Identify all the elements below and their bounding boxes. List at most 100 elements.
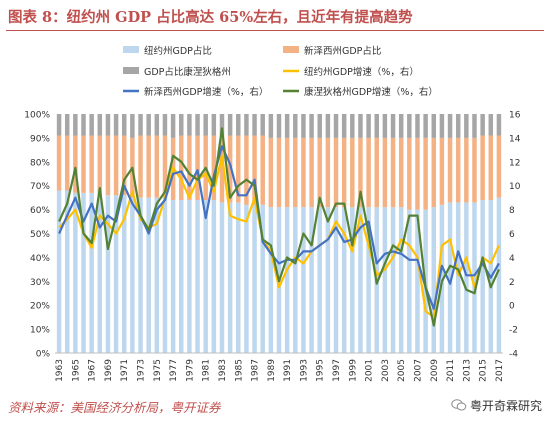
bar-segment — [73, 114, 78, 136]
bar-segment — [317, 207, 322, 353]
bar-segment — [236, 114, 241, 136]
bar-segment — [398, 137, 404, 208]
bar-segment — [480, 200, 485, 353]
bar-segment — [97, 135, 103, 193]
bar-segment — [496, 114, 502, 136]
bar-segment — [89, 192, 94, 353]
y-right-tick-label: 10 — [509, 182, 521, 192]
bar-segment — [81, 114, 86, 136]
bar-segment — [464, 114, 469, 138]
bar-segment — [81, 135, 86, 193]
y-left-tick-label: 50% — [30, 230, 50, 240]
bar-segment — [374, 114, 379, 138]
legend-label: 纽约州GDP增速（%，右） — [304, 66, 419, 78]
bar-segment — [341, 207, 347, 353]
x-tick-label: 1995 — [316, 359, 326, 382]
y-right-tick-label: 2 — [509, 278, 515, 288]
bar-segment — [350, 114, 355, 138]
y-right-tick-label: 0 — [509, 302, 515, 312]
bar-segment — [301, 207, 306, 353]
bar-segment — [301, 137, 306, 208]
bar-segment — [56, 135, 62, 191]
bar-segment — [447, 202, 453, 353]
bar-segment — [73, 192, 78, 353]
bar-segment — [284, 137, 290, 208]
bar-segment — [333, 137, 339, 208]
y-left-tick-label: 0% — [36, 350, 51, 360]
bar-segment — [350, 207, 355, 353]
y-right-tick-label: -4 — [509, 350, 518, 360]
legend-swatch — [283, 46, 299, 53]
series-line — [58, 154, 500, 319]
bar-segment — [439, 137, 445, 205]
bar-segment — [284, 114, 290, 138]
bar-segment — [64, 114, 70, 136]
x-tick-label: 1971 — [120, 359, 130, 382]
bar-segment — [97, 192, 103, 353]
bar-segment — [366, 137, 371, 208]
bar-segment — [358, 207, 363, 353]
bar-segment — [325, 114, 331, 138]
bar-segment — [472, 137, 477, 203]
legend-label: 康涅狄格州GDP增速（%，右） — [304, 86, 438, 98]
bar-segment — [480, 135, 485, 201]
bar-segment — [252, 204, 257, 353]
bar-segment — [203, 114, 208, 136]
bar-segment — [121, 195, 127, 353]
bar-segment — [244, 114, 249, 136]
bar-segment — [268, 114, 274, 138]
y-left-tick-label: 100% — [24, 111, 50, 121]
bar-segment — [105, 114, 111, 136]
bar-segment — [113, 135, 119, 196]
bar-segment — [162, 135, 168, 198]
bar-segment — [423, 114, 428, 138]
legend-swatch — [123, 46, 139, 53]
bar-segment — [464, 202, 469, 353]
bar-segment — [439, 114, 445, 138]
title-divider — [6, 30, 544, 31]
bar-segment — [179, 135, 184, 201]
legend-label: GDP占比康涅狄格州 — [144, 66, 231, 78]
bar-segment — [293, 207, 298, 353]
x-tick-label: 1999 — [348, 359, 358, 382]
bar-segment — [195, 200, 200, 353]
bar-segment — [105, 135, 111, 196]
bar-segment — [415, 209, 420, 353]
bar-segment — [260, 114, 265, 136]
bar-segment — [358, 114, 363, 138]
y-left-tick-label: 10% — [30, 326, 50, 336]
bar-segment — [244, 204, 249, 353]
bar-segment — [415, 137, 420, 210]
bar-segment — [187, 114, 192, 136]
x-tick-label: 1991 — [283, 359, 293, 382]
x-tick-label: 1985 — [234, 359, 244, 382]
y-left-tick-label: 30% — [30, 278, 50, 288]
x-tick-label: 1973 — [137, 359, 147, 382]
x-tick-label: 1981 — [202, 359, 212, 382]
bar-segment — [73, 135, 78, 193]
bar-segment — [488, 114, 494, 136]
bar-segment — [219, 114, 225, 136]
bar-segment — [447, 114, 453, 138]
x-tick-label: 1963 — [55, 359, 65, 382]
bar-segment — [81, 192, 86, 353]
bar-segment — [97, 114, 103, 136]
bar-segment — [415, 114, 420, 138]
x-tick-label: 2001 — [365, 359, 375, 382]
bar-segment — [146, 197, 151, 353]
bar-segment — [464, 137, 469, 203]
y-left-tick-label: 90% — [30, 134, 50, 144]
bar-segment — [366, 207, 371, 353]
bar-segment — [374, 137, 379, 208]
source-note: 资料来源：美国经济分析局，粤开证券 — [8, 400, 221, 415]
bar-segment — [138, 197, 143, 353]
x-tick-label: 1979 — [185, 359, 195, 382]
bar-segment — [309, 114, 314, 138]
bar-segment — [390, 114, 396, 138]
watermark-text: 粤开奇霖研究 — [469, 399, 542, 413]
x-tick-label: 2009 — [430, 359, 440, 382]
y-right-tick-label: 12 — [509, 158, 520, 168]
x-tick-label: 1977 — [169, 359, 179, 382]
bar-segment — [431, 114, 437, 138]
